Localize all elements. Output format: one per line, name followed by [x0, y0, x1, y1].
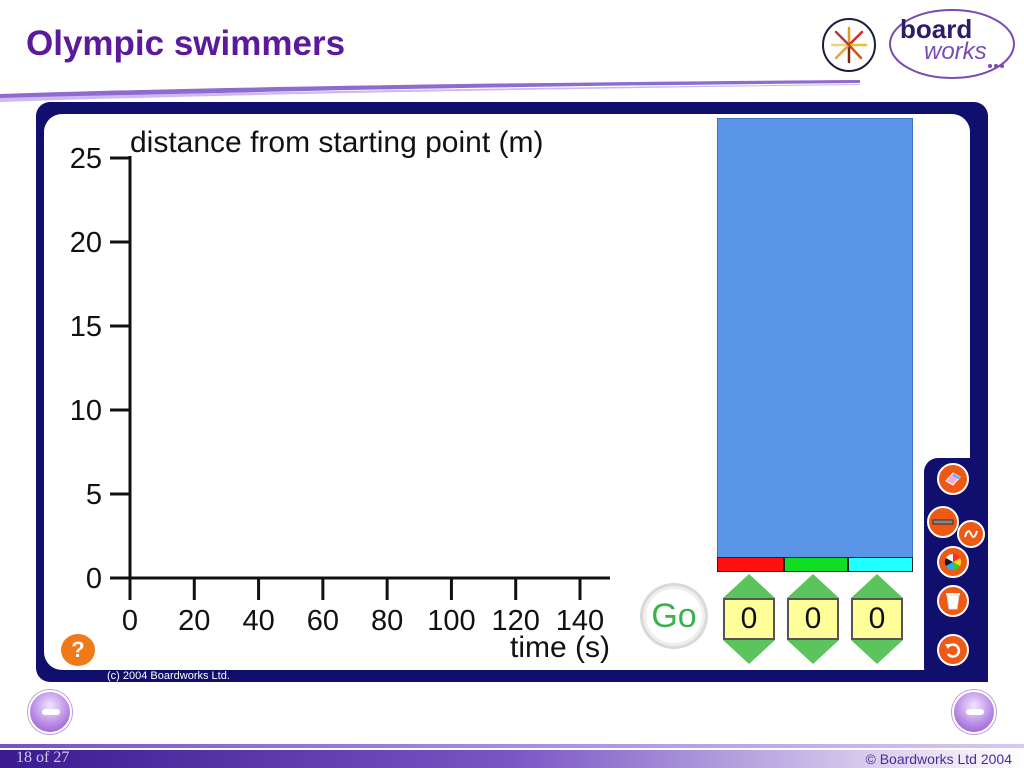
x-tick-label: 120 — [492, 605, 540, 637]
x-tick-label: 0 — [122, 605, 138, 637]
speed-value-green[interactable]: 0 — [787, 598, 839, 640]
stepper-cyan: 0 — [851, 574, 903, 664]
next-arrow-icon — [966, 709, 984, 715]
logo-works-text: works — [924, 38, 987, 65]
next-slide-button[interactable] — [952, 690, 996, 734]
go-button[interactable]: Go — [640, 583, 708, 649]
footer-copyright: © Boardworks Ltd 2004 — [865, 751, 1012, 767]
color-wheel-icon — [944, 553, 962, 571]
clear-button[interactable] — [937, 585, 969, 617]
eraser-button[interactable] — [937, 463, 969, 495]
pen-icon — [932, 519, 954, 525]
stepper-green: 0 — [787, 574, 839, 664]
y-tick-label: 25 — [70, 143, 102, 175]
x-tick-label: 80 — [371, 605, 403, 637]
y-tick-label: 15 — [70, 311, 102, 343]
page-title: Olympic swimmers — [26, 24, 346, 63]
swimming-pool — [717, 118, 913, 558]
eraser-icon — [945, 472, 961, 486]
boardworks-logo-oval — [889, 9, 1015, 79]
x-tick-label: 60 — [307, 605, 339, 637]
pen-button[interactable] — [927, 506, 959, 538]
footer-rule — [0, 744, 1024, 748]
increase-arrow-icon[interactable] — [851, 574, 903, 598]
bin-icon — [946, 593, 960, 610]
y-tick-label: 20 — [70, 227, 102, 259]
prev-arrow-icon — [42, 709, 60, 715]
speed-value-red[interactable]: 0 — [723, 598, 775, 640]
stepper-red: 0 — [723, 574, 775, 664]
title-underline — [0, 80, 860, 102]
decrease-arrow-icon[interactable] — [723, 640, 775, 664]
y-tick-label: 0 — [86, 563, 102, 595]
logo-board-text: board — [900, 14, 973, 44]
page-number: 18 of 27 — [16, 749, 70, 766]
decrease-arrow-icon[interactable] — [851, 640, 903, 664]
x-axis-label: time (s) — [510, 631, 610, 664]
lane-red — [717, 557, 784, 572]
color-button[interactable] — [937, 546, 969, 578]
sun-icon — [830, 26, 868, 64]
x-tick-label: 40 — [242, 605, 274, 637]
inner-copyright: (c) 2004 Boardworks Ltd. — [107, 670, 230, 682]
speed-value-cyan[interactable]: 0 — [851, 598, 903, 640]
footer-bar — [0, 750, 1024, 768]
lane-green — [784, 557, 848, 572]
boardworks-sun-logo — [822, 18, 876, 72]
x-tick-label: 140 — [556, 605, 604, 637]
increase-arrow-icon[interactable] — [723, 574, 775, 598]
distance-time-graph: distance from starting point (m) time (s… — [70, 126, 610, 664]
reset-button[interactable] — [937, 634, 969, 666]
previous-slide-button[interactable] — [28, 690, 72, 734]
y-tick-label: 5 — [86, 479, 102, 511]
y-axis-label: distance from starting point (m) — [130, 126, 543, 159]
help-button[interactable]: ? — [59, 632, 97, 668]
x-tick-label: 100 — [427, 605, 475, 637]
curve-icon — [964, 530, 978, 538]
undo-icon — [945, 643, 961, 658]
y-tick-label: 10 — [70, 395, 102, 427]
increase-arrow-icon[interactable] — [787, 574, 839, 598]
lane-cyan — [848, 557, 913, 572]
decrease-arrow-icon[interactable] — [787, 640, 839, 664]
curve-button[interactable] — [957, 520, 985, 548]
x-tick-label: 20 — [178, 605, 210, 637]
